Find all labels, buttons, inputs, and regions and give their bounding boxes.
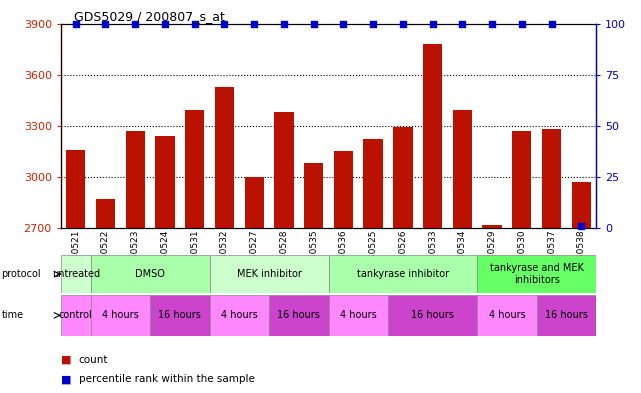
Bar xyxy=(215,86,234,393)
Point xyxy=(397,20,408,27)
Text: GDS5029 / 200807_s_at: GDS5029 / 200807_s_at xyxy=(74,10,224,23)
Point xyxy=(308,20,319,27)
Point xyxy=(487,20,497,27)
Text: percentile rank within the sample: percentile rank within the sample xyxy=(79,374,254,384)
Text: 16 hours: 16 hours xyxy=(545,310,588,320)
Text: DMSO: DMSO xyxy=(135,269,165,279)
Point xyxy=(428,20,438,27)
Point xyxy=(517,20,527,27)
Bar xyxy=(96,199,115,393)
Bar xyxy=(90,295,150,336)
Point xyxy=(190,20,200,27)
Bar xyxy=(572,182,591,393)
Point xyxy=(101,20,111,27)
Bar xyxy=(363,140,383,393)
Bar xyxy=(512,131,531,393)
Bar xyxy=(210,295,269,336)
Bar xyxy=(126,131,145,393)
Point xyxy=(160,20,170,27)
Bar xyxy=(453,110,472,393)
Bar xyxy=(244,177,264,393)
Bar xyxy=(61,295,90,336)
Text: tankyrase and MEK
inhibitors: tankyrase and MEK inhibitors xyxy=(490,263,583,285)
Bar xyxy=(328,295,388,336)
Text: 4 hours: 4 hours xyxy=(102,310,138,320)
Bar xyxy=(388,295,477,336)
Text: ■: ■ xyxy=(61,374,71,384)
Bar xyxy=(61,255,90,293)
Point xyxy=(576,223,587,229)
Text: ■: ■ xyxy=(61,354,71,365)
Bar xyxy=(274,112,294,393)
Text: tankyrase inhibitor: tankyrase inhibitor xyxy=(357,269,449,279)
Point xyxy=(546,20,556,27)
Point xyxy=(279,20,289,27)
Bar xyxy=(269,295,328,336)
Bar xyxy=(66,151,85,393)
Bar xyxy=(210,255,328,293)
Text: protocol: protocol xyxy=(1,269,41,279)
Bar xyxy=(334,151,353,393)
Bar xyxy=(483,224,502,393)
Text: 4 hours: 4 hours xyxy=(488,310,525,320)
Bar xyxy=(155,136,174,393)
Text: 16 hours: 16 hours xyxy=(158,310,201,320)
Text: 16 hours: 16 hours xyxy=(278,310,320,320)
Text: 4 hours: 4 hours xyxy=(221,310,258,320)
Bar xyxy=(393,127,413,393)
Point xyxy=(368,20,378,27)
Point xyxy=(219,20,229,27)
Bar xyxy=(185,110,204,393)
Point xyxy=(71,20,81,27)
Text: 16 hours: 16 hours xyxy=(411,310,454,320)
Bar xyxy=(150,295,210,336)
Text: count: count xyxy=(79,354,108,365)
Bar xyxy=(537,295,596,336)
Point xyxy=(130,20,140,27)
Bar xyxy=(542,129,561,393)
Bar xyxy=(328,255,477,293)
Bar xyxy=(477,255,596,293)
Text: 4 hours: 4 hours xyxy=(340,310,377,320)
Bar xyxy=(90,255,210,293)
Text: untreated: untreated xyxy=(52,269,100,279)
Bar xyxy=(477,295,537,336)
Point xyxy=(457,20,467,27)
Text: MEK inhibitor: MEK inhibitor xyxy=(237,269,301,279)
Point xyxy=(338,20,349,27)
Bar xyxy=(304,163,323,393)
Point xyxy=(249,20,260,27)
Bar xyxy=(423,44,442,393)
Text: time: time xyxy=(1,310,24,320)
Text: control: control xyxy=(59,310,93,320)
